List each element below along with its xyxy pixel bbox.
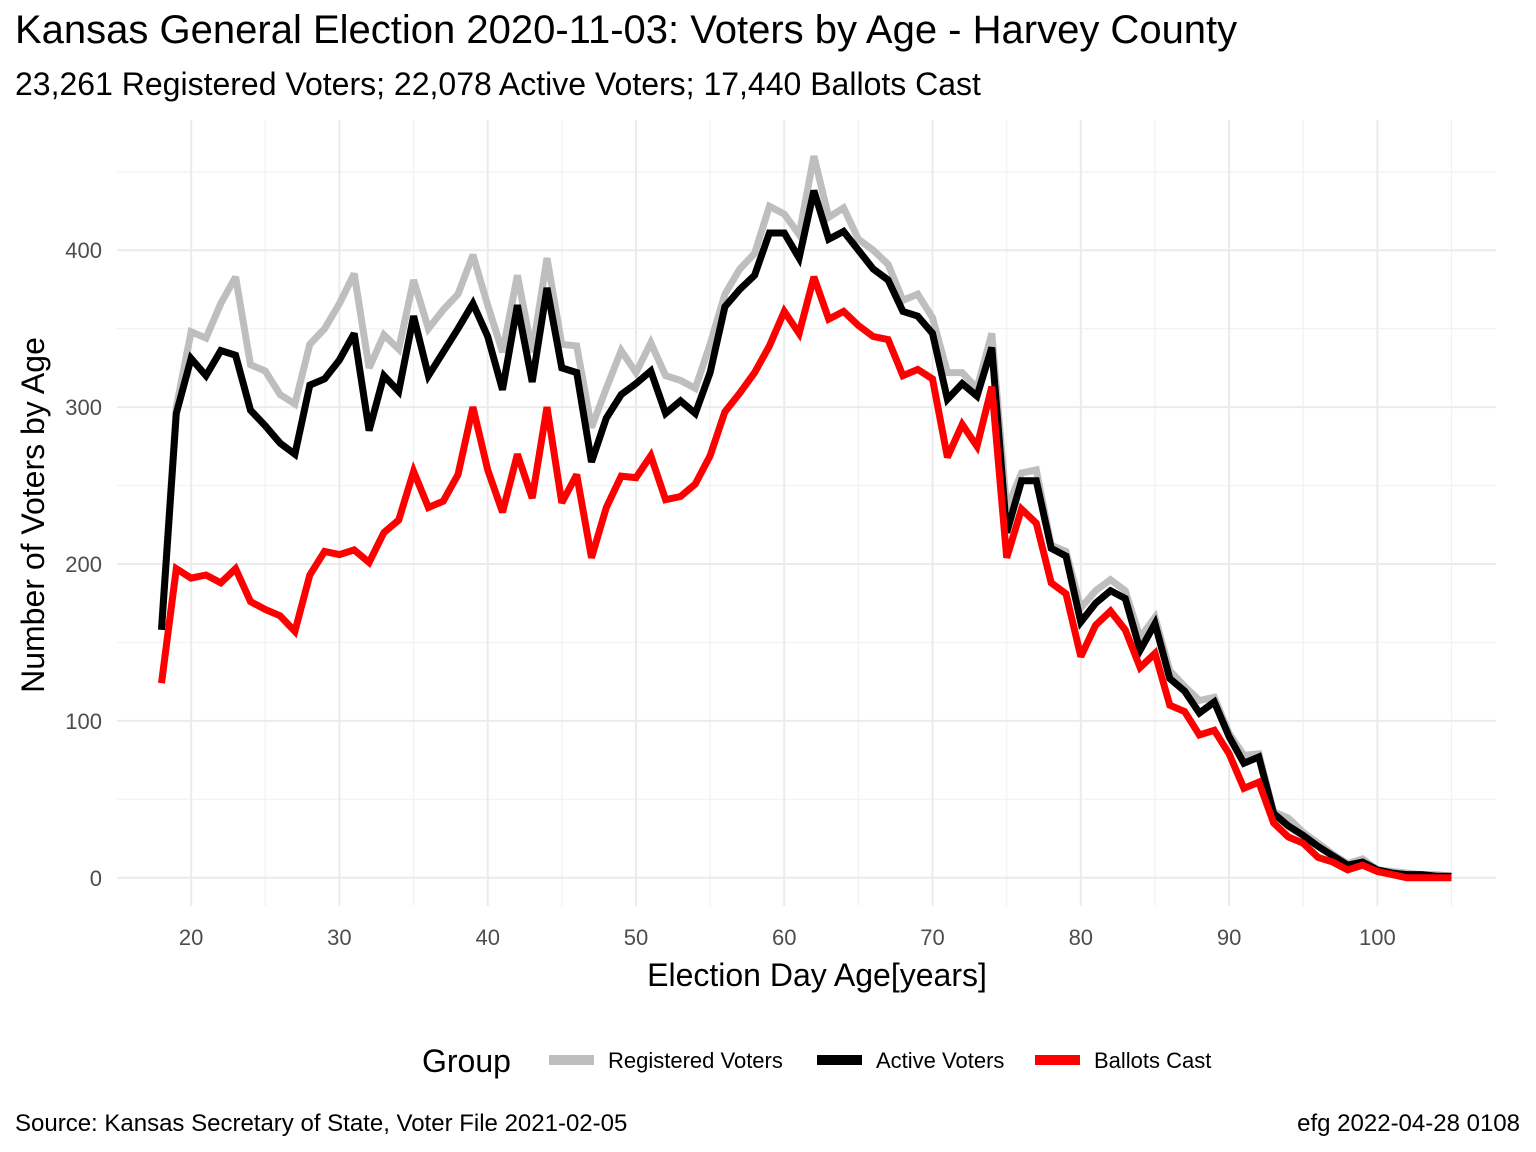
chart-title: Kansas General Election 2020-11-03: Vote…: [15, 8, 1238, 52]
x-tick-label: 80: [1069, 925, 1093, 950]
series-line-ballots-cast: [158, 275, 1452, 882]
y-tick-label: 0: [90, 866, 102, 891]
y-tick-label: 400: [65, 238, 102, 263]
chart-subtitle: 23,261 Registered Voters; 22,078 Active …: [15, 66, 981, 102]
x-tick-label: 90: [1217, 925, 1241, 950]
x-tick-label: 50: [624, 925, 648, 950]
series-lines: [158, 155, 1452, 882]
legend-swatch-ballots-cast: [1035, 1055, 1080, 1065]
x-tick-label: 30: [327, 925, 351, 950]
legend-title: Group: [422, 1043, 511, 1079]
legend-swatch-active-voters: [817, 1055, 862, 1065]
x-tick-label: 100: [1359, 925, 1396, 950]
x-tick-label: 20: [179, 925, 203, 950]
y-tick-label: 100: [65, 709, 102, 734]
grid: [117, 120, 1496, 906]
series-line-registered-voters: [158, 155, 1452, 880]
x-tick-label: 60: [772, 925, 796, 950]
x-tick-label: 70: [920, 925, 944, 950]
y-axis-ticks: 0 100 200 300 400: [65, 238, 102, 891]
legend-label-active-voters: Active Voters: [876, 1048, 1004, 1073]
legend: Group Registered Voters Active Voters Ball…: [422, 1043, 1211, 1079]
x-axis-ticks: 20 30 40 50 60 70 80 90 100: [179, 925, 1396, 950]
credit-caption: efg 2022-04-28 0108: [1297, 1110, 1520, 1137]
series-line-active-voters: [158, 189, 1452, 880]
y-tick-label: 200: [65, 552, 102, 577]
y-axis-label: Number of Voters by Age: [15, 337, 51, 693]
x-axis-label: Election Day Age[years]: [647, 957, 987, 993]
legend-swatch-registered-voters: [549, 1055, 594, 1065]
x-tick-label: 40: [475, 925, 499, 950]
y-tick-label: 300: [65, 395, 102, 420]
source-caption: Source: Kansas Secretary of State, Voter…: [15, 1110, 628, 1137]
legend-label-registered-voters: Registered Voters: [608, 1048, 783, 1073]
legend-label-ballots-cast: Ballots Cast: [1094, 1048, 1211, 1073]
